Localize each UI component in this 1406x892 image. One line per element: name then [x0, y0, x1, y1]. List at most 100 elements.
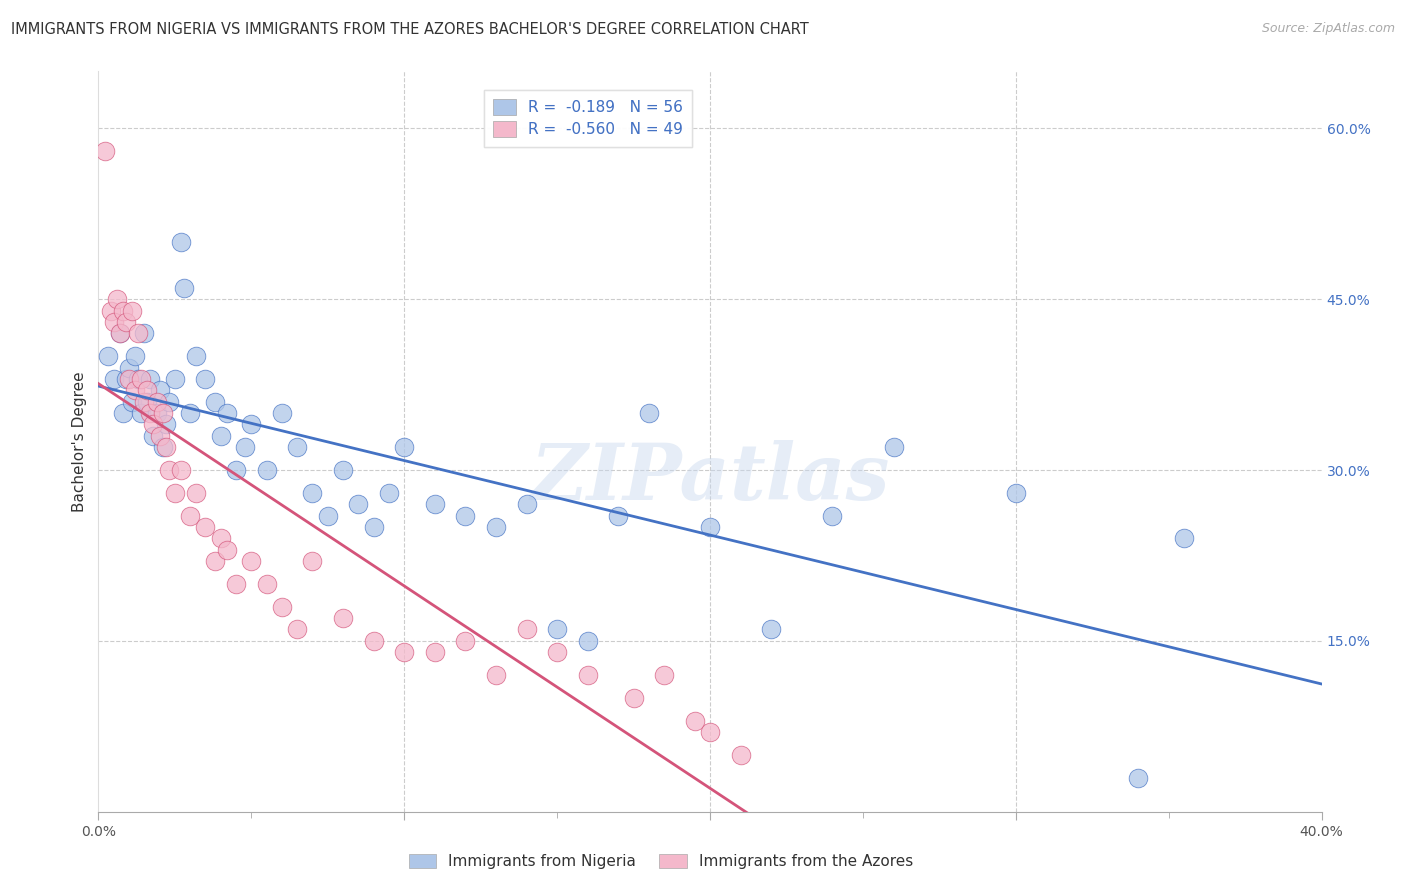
Point [285, 440, 308, 454]
Point [1128, 771, 1150, 785]
Point [233, 440, 256, 454]
Point [127, 372, 149, 386]
Point [623, 690, 645, 705]
Point [215, 542, 238, 557]
Point [155, 440, 177, 454]
Point [209, 532, 232, 546]
Point [170, 463, 193, 477]
Point [270, 599, 292, 614]
Point [118, 360, 141, 375]
Point [149, 429, 172, 443]
Point [145, 406, 167, 420]
Point [152, 406, 174, 420]
Point [332, 463, 354, 477]
Point [108, 326, 131, 341]
Point [576, 668, 599, 682]
Point [124, 349, 146, 363]
Point [576, 633, 599, 648]
Point [485, 520, 508, 534]
Point [163, 372, 186, 386]
Point [173, 281, 195, 295]
Point [157, 463, 180, 477]
Point [347, 497, 370, 511]
Point [194, 372, 217, 386]
Point [392, 440, 416, 454]
Point [93, 144, 115, 158]
Point [270, 406, 292, 420]
Point [152, 440, 174, 454]
Point [134, 394, 156, 409]
Point [516, 623, 538, 637]
Point [134, 326, 156, 341]
Point [155, 417, 177, 432]
Text: ZIPatlas: ZIPatlas [530, 441, 890, 516]
Point [225, 577, 247, 591]
Point [121, 303, 143, 318]
Point [485, 668, 508, 682]
Point [170, 235, 193, 250]
Point [115, 372, 138, 386]
Point [256, 463, 278, 477]
Point [105, 292, 128, 306]
Point [121, 394, 143, 409]
Point [136, 384, 159, 398]
Point [883, 440, 905, 454]
Point [163, 485, 186, 500]
Point [363, 520, 385, 534]
Point [423, 497, 446, 511]
Point [145, 394, 167, 409]
Point [454, 633, 477, 648]
Point [204, 554, 226, 568]
Point [129, 372, 152, 386]
Point [142, 429, 165, 443]
Point [225, 463, 247, 477]
Point [136, 394, 159, 409]
Point [118, 372, 141, 386]
Point [546, 623, 568, 637]
Point [699, 520, 721, 534]
Legend: R =  -0.189   N = 56, R =  -0.560   N = 49: R = -0.189 N = 56, R = -0.560 N = 49 [484, 90, 692, 146]
Point [111, 406, 134, 420]
Point [97, 349, 120, 363]
Point [256, 577, 278, 591]
Point [332, 611, 354, 625]
Point [1004, 485, 1026, 500]
Text: Source: ZipAtlas.com: Source: ZipAtlas.com [1261, 22, 1395, 36]
Point [194, 520, 217, 534]
Point [100, 303, 122, 318]
Point [637, 406, 661, 420]
Point [378, 485, 401, 500]
Point [316, 508, 339, 523]
Point [115, 315, 138, 329]
Point [142, 417, 165, 432]
Point [186, 349, 208, 363]
Point [423, 645, 446, 659]
Point [215, 406, 238, 420]
Point [149, 384, 172, 398]
Point [127, 326, 149, 341]
Point [111, 303, 134, 318]
Point [103, 315, 125, 329]
Point [108, 326, 131, 341]
Point [240, 417, 263, 432]
Point [516, 497, 538, 511]
Point [139, 372, 162, 386]
Point [392, 645, 416, 659]
Point [454, 508, 477, 523]
Point [363, 633, 385, 648]
Point [186, 485, 208, 500]
Point [103, 372, 125, 386]
Text: IMMIGRANTS FROM NIGERIA VS IMMIGRANTS FROM THE AZORES BACHELOR'S DEGREE CORRELAT: IMMIGRANTS FROM NIGERIA VS IMMIGRANTS FR… [11, 22, 808, 37]
Point [683, 714, 706, 728]
Point [759, 623, 782, 637]
Point [209, 429, 232, 443]
Point [546, 645, 568, 659]
Point [607, 508, 630, 523]
Point [1173, 532, 1195, 546]
Point [285, 623, 308, 637]
Point [301, 485, 323, 500]
Point [179, 508, 201, 523]
Legend: Immigrants from Nigeria, Immigrants from the Azores: Immigrants from Nigeria, Immigrants from… [402, 848, 920, 875]
Point [179, 406, 201, 420]
Point [139, 406, 162, 420]
